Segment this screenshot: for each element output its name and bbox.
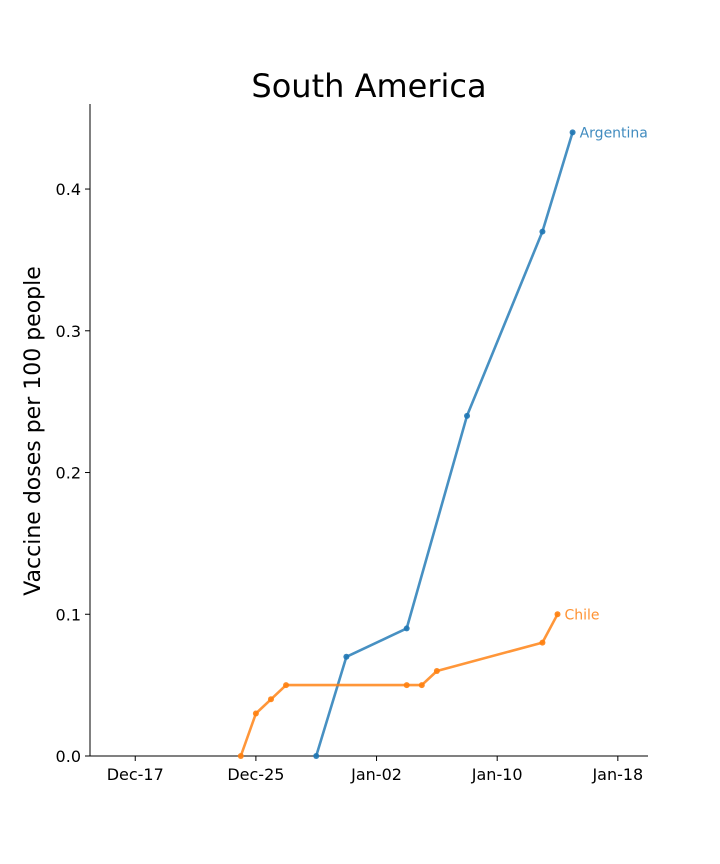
y-axis-ticks: 0.0 0.1 0.2 0.3 0.4 (56, 180, 90, 766)
data-point (283, 682, 290, 689)
chart-title: South America (251, 67, 486, 105)
axes (89, 104, 648, 757)
data-point (252, 710, 259, 717)
x-axis-ticks: Dec-17 Dec-25 Jan-02 Jan-10 Jan-18 (107, 756, 643, 784)
series-label: Argentina (580, 125, 648, 141)
x-tick-label: Jan-02 (350, 765, 402, 784)
data-point (267, 696, 274, 703)
data-point (403, 682, 410, 689)
series-label: Chile (565, 607, 600, 623)
data-point (433, 667, 440, 674)
x-tick-label: Jan-18 (591, 765, 643, 784)
x-tick-label: Jan-10 (471, 765, 523, 784)
series-line (314, 131, 574, 758)
data-point (403, 625, 410, 632)
data-point (343, 653, 350, 660)
data-point (539, 639, 546, 646)
y-tick-label: 0.3 (56, 322, 81, 341)
data-point (569, 129, 576, 136)
series-chile: Chile (237, 607, 600, 759)
series-argentina: Argentina (313, 125, 648, 759)
data-point (554, 611, 561, 618)
data-point (313, 753, 320, 759)
data-point (237, 753, 244, 759)
y-tick-label: 0.4 (56, 180, 81, 199)
plot-area: Argentina Chile (237, 125, 648, 759)
data-point (539, 228, 546, 235)
data-point (464, 412, 471, 419)
y-axis-label: Vaccine doses per 100 people (21, 266, 46, 596)
data-point (418, 682, 425, 689)
x-tick-label: Dec-17 (107, 765, 164, 784)
x-tick-label: Dec-25 (227, 765, 284, 784)
y-tick-label: 0.1 (56, 605, 81, 624)
y-tick-label: 0.2 (56, 464, 81, 483)
y-tick-label: 0.0 (56, 747, 81, 766)
